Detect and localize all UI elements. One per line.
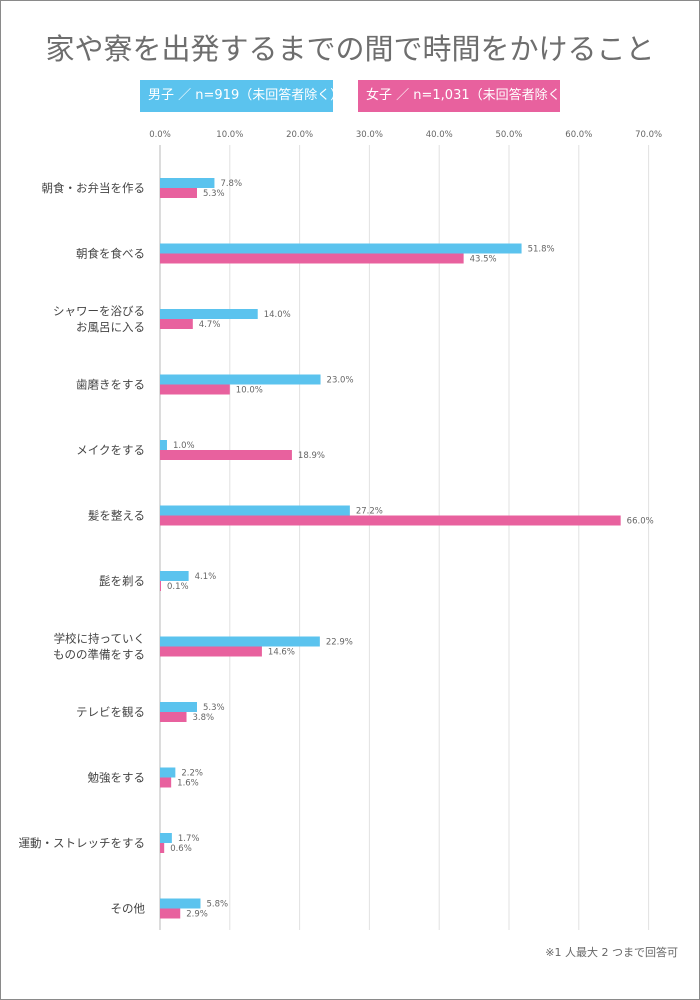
bar-male bbox=[160, 767, 176, 778]
bar-female bbox=[160, 646, 262, 657]
tick-label: 0.0% bbox=[149, 130, 171, 140]
category-label: 運動・ストレッチをする bbox=[19, 836, 146, 850]
bar-male bbox=[160, 636, 320, 647]
legend-female: 女子 ／ n=1,031（未回答者除く） bbox=[358, 80, 574, 112]
bar-female bbox=[160, 843, 165, 853]
bar-female bbox=[160, 581, 161, 591]
tick-label: 40.0% bbox=[426, 130, 453, 140]
tick-label: 30.0% bbox=[356, 130, 383, 140]
value-label-female: 3.8% bbox=[193, 713, 215, 723]
value-label-male: 7.8% bbox=[220, 179, 242, 189]
bar-female bbox=[160, 712, 187, 722]
value-label-male: 1.7% bbox=[178, 834, 200, 844]
category-label: 朝食・お弁当を作る bbox=[42, 181, 146, 195]
bar-female bbox=[160, 188, 197, 198]
bar-male bbox=[160, 243, 522, 254]
value-label-female: 18.9% bbox=[298, 451, 325, 461]
category-label: 髪を整える bbox=[88, 509, 145, 523]
category-label: 勉強をする bbox=[88, 771, 146, 785]
bar-male bbox=[160, 702, 197, 712]
value-label-female: 43.5% bbox=[470, 255, 497, 265]
legend-male: 男子 ／ n=919（未回答者除く） bbox=[140, 80, 343, 112]
bar-male bbox=[160, 898, 201, 909]
value-label-male: 1.0% bbox=[173, 441, 195, 451]
bar-female bbox=[160, 450, 292, 460]
bar-male bbox=[160, 440, 167, 450]
bar-female bbox=[160, 384, 230, 395]
value-label-female: 10.0% bbox=[236, 386, 263, 396]
category-label: 朝食を食べる bbox=[76, 247, 145, 261]
bar-male bbox=[160, 571, 189, 581]
value-label-female: 4.7% bbox=[199, 320, 221, 330]
category-label: メイクをする bbox=[76, 443, 145, 457]
value-label-male: 5.3% bbox=[203, 703, 225, 713]
category-label: テレビを観る bbox=[76, 705, 145, 719]
value-label-female: 0.6% bbox=[170, 844, 192, 854]
value-label-male: 51.8% bbox=[528, 245, 555, 255]
bar-female bbox=[160, 777, 172, 788]
value-label-male: 14.0% bbox=[264, 310, 291, 320]
value-label-female: 66.0% bbox=[627, 517, 654, 527]
category-label: 学校に持っていくものの準備をする bbox=[53, 632, 145, 662]
bar-male bbox=[160, 505, 350, 516]
category-label: 歯磨きをする bbox=[76, 378, 145, 392]
bar-male bbox=[160, 309, 258, 319]
value-label-male: 22.9% bbox=[326, 638, 353, 648]
value-label-female: 5.3% bbox=[203, 189, 225, 199]
value-label-male: 27.2% bbox=[356, 507, 383, 517]
bar-male bbox=[160, 374, 321, 385]
tick-label: 70.0% bbox=[635, 130, 662, 140]
value-label-female: 0.1% bbox=[167, 582, 189, 592]
tick-label: 60.0% bbox=[565, 130, 592, 140]
value-label-female: 1.6% bbox=[177, 779, 199, 789]
category-label: シャワーを浴びるお風呂に入る bbox=[53, 304, 145, 334]
tick-label: 50.0% bbox=[495, 130, 522, 140]
tick-label: 20.0% bbox=[286, 130, 313, 140]
value-label-male: 23.0% bbox=[327, 376, 354, 386]
category-label: 髭を剃る bbox=[99, 574, 145, 588]
bar-female bbox=[160, 908, 181, 919]
bar-female bbox=[160, 515, 621, 526]
footnote: ※1 人最大 2 つまで回答可 bbox=[545, 946, 678, 959]
bar-female bbox=[160, 319, 193, 329]
tick-label: 10.0% bbox=[216, 130, 243, 140]
value-label-female: 14.6% bbox=[268, 648, 295, 658]
bar-male bbox=[160, 178, 215, 188]
bar-female bbox=[160, 253, 464, 264]
bar-male bbox=[160, 833, 172, 843]
chart-title: 家や寮を出発するまでの間で時間をかけること bbox=[45, 32, 655, 66]
category-label: その他 bbox=[111, 902, 146, 916]
value-label-male: 5.8% bbox=[206, 900, 228, 910]
value-label-male: 4.1% bbox=[195, 572, 217, 582]
value-label-female: 2.9% bbox=[186, 910, 208, 920]
value-label-male: 2.2% bbox=[181, 769, 203, 779]
